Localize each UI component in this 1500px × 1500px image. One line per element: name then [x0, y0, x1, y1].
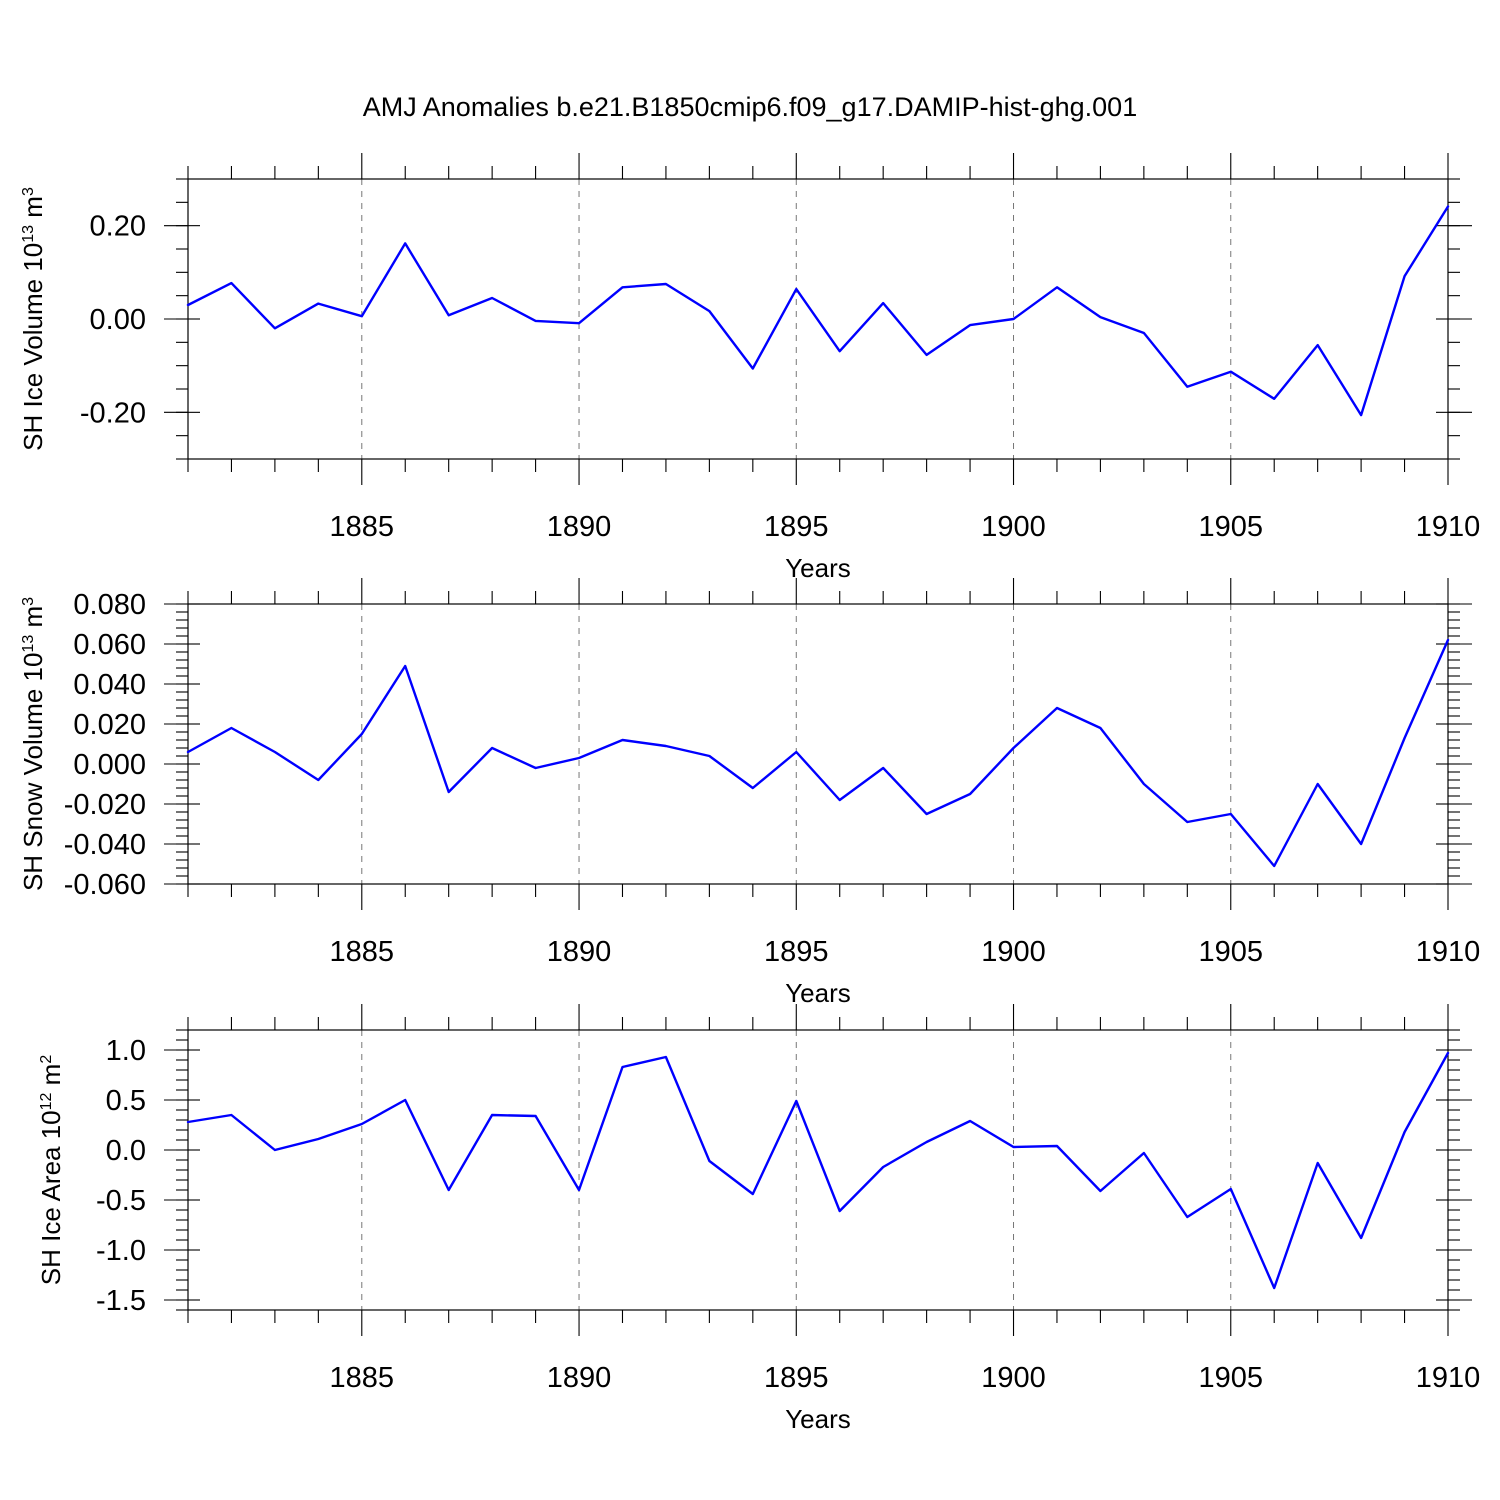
x-tick-label: 1885 — [330, 511, 395, 543]
y-axis-label: SH Snow Volume 1013 m3 — [18, 597, 48, 891]
x-tick-label: 1885 — [330, 936, 395, 968]
x-tick-label: 1895 — [764, 936, 829, 968]
x-axis-label: Years — [785, 553, 851, 583]
y-axis-label-part: SH Ice Area 10 — [36, 1110, 66, 1285]
y-tick-label: 1.0 — [106, 1035, 146, 1067]
x-axis-label: Years — [785, 978, 851, 1008]
x-tick-label: 1905 — [1199, 936, 1264, 968]
x-tick-label: 1890 — [547, 511, 612, 543]
y-axis-label-part: m — [18, 606, 48, 635]
y-tick-label: 0.20 — [90, 211, 146, 243]
chart-title: AMJ Anomalies b.e21.B1850cmip6.f09_g17.D… — [363, 92, 1137, 122]
y-axis-label-part: SH Ice Volume 10 — [18, 243, 48, 451]
series-line — [186, 205, 1450, 417]
panel-2: 0.080 0.060 0.040 0.020 0.000 -0.020 -0.040 -0.… — [18, 578, 1480, 1008]
x-axis-label: Years — [785, 1404, 851, 1434]
panel-3: 1.0 0.5 0.0 -0.5 -1.0 -1.5 1885 1890 1895 1900 190… — [36, 1004, 1480, 1434]
series-line — [186, 638, 1450, 868]
y-axis-label-superscript: 13 — [20, 635, 37, 653]
panel-1: 0.20 0.00 -0.20 1885 1890 1895 1900 1905 1910 Yea… — [18, 153, 1480, 583]
y-tick-label: 0.00 — [90, 304, 146, 336]
x-tick-label: 1890 — [547, 1362, 612, 1394]
y-axis-label-part: m — [18, 196, 48, 225]
y-tick-label: 0.080 — [73, 589, 146, 621]
x-tick-label: 1905 — [1199, 511, 1264, 543]
series-line — [186, 1051, 1450, 1290]
y-tick-label: -0.040 — [64, 829, 146, 861]
y-axis-label-part: SH Snow Volume 10 — [18, 653, 48, 891]
y-axis-label-superscript: 2 — [38, 1055, 55, 1064]
y-tick-label: 0.040 — [73, 669, 146, 701]
x-tick-label: 1900 — [981, 1362, 1046, 1394]
y-axis-label-part: m — [36, 1064, 66, 1093]
y-tick-label: -1.5 — [96, 1285, 146, 1317]
x-tick-label: 1910 — [1416, 1362, 1481, 1394]
x-tick-label: 1910 — [1416, 936, 1481, 968]
x-tick-label: 1895 — [764, 511, 829, 543]
x-tick-label: 1900 — [981, 936, 1046, 968]
y-tick-label: -0.060 — [64, 869, 146, 901]
y-axis-label: SH Ice Volume 1013 m3 — [18, 187, 48, 451]
y-axis-label-superscript: 13 — [20, 225, 37, 243]
y-tick-label: 0.0 — [106, 1135, 146, 1167]
x-tick-label: 1885 — [330, 1362, 395, 1394]
x-tick-label: 1910 — [1416, 511, 1481, 543]
y-axis-label-superscript: 3 — [20, 187, 37, 196]
x-tick-label: 1895 — [764, 1362, 829, 1394]
y-axis-label: SH Ice Area 1012 m2 — [36, 1055, 66, 1286]
y-tick-label: 0.000 — [73, 749, 146, 781]
y-tick-label: 0.020 — [73, 709, 146, 741]
x-tick-label: 1890 — [547, 936, 612, 968]
y-tick-label: -0.20 — [80, 397, 146, 429]
y-tick-label: -0.020 — [64, 789, 146, 821]
y-tick-label: -0.5 — [96, 1185, 146, 1217]
y-axis-label-superscript: 12 — [38, 1092, 55, 1110]
y-tick-label: 0.060 — [73, 629, 146, 661]
x-tick-label: 1905 — [1199, 1362, 1264, 1394]
plot-frame — [187, 603, 1449, 885]
y-tick-label: 0.5 — [106, 1085, 146, 1117]
plot-frame — [187, 1029, 1449, 1311]
y-tick-label: -1.0 — [96, 1235, 146, 1267]
x-tick-label: 1900 — [981, 511, 1046, 543]
y-axis-label-superscript: 3 — [20, 597, 37, 606]
